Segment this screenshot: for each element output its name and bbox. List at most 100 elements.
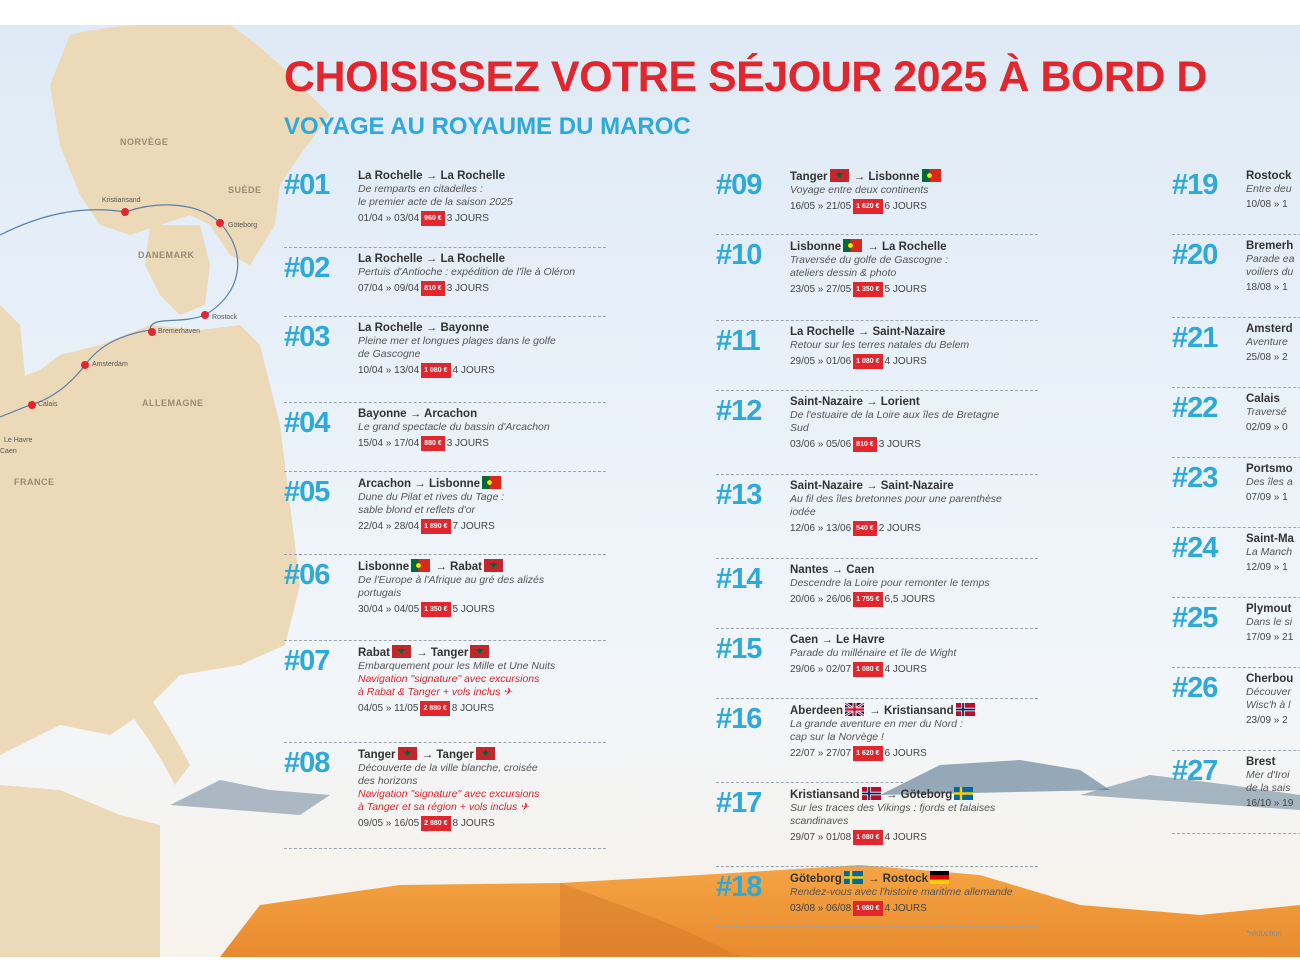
cruise-entry[interactable]: #19 Rostock Entre deu 10/08 » 1 [1172, 165, 1300, 235]
cruise-entry[interactable]: #12 Saint-Nazaire → Lorient De l'estuaire … [716, 391, 1038, 475]
cruise-entry[interactable]: #15 Caen → Le Havre Parade du millénaire e… [716, 629, 1038, 699]
arrow-right-icon: → [406, 408, 425, 420]
cruise-info: Tanger → Lisbonne Voyage entre deux conti… [790, 169, 1038, 214]
page-subtitle: VOYAGE AU ROYAUME DU MAROC [284, 113, 691, 140]
cruise-route: Aberdeen → Kristiansand [790, 703, 1038, 718]
cruise-info: La Rochelle → Bayonne Pleine mer et longu… [358, 321, 606, 378]
cruise-description: iodée [790, 506, 816, 518]
cruise-dates: 23/05 » 27/05 [790, 284, 852, 295]
germany-flag-icon [930, 871, 950, 884]
cruise-entry[interactable]: #13 Saint-Nazaire → Saint-Nazaire Au fil d… [716, 475, 1038, 559]
route-from: Brest [1246, 756, 1276, 768]
cruise-description: Au fil des îles bretonnes pour une paren… [790, 493, 1002, 505]
cruise-dates: 02/09 » 0 [1246, 422, 1288, 433]
cruise-entry[interactable]: #27 Brest Mer d'Iroi de la sais 16/10 » 19 [1172, 751, 1300, 834]
cruise-entry[interactable]: #03 La Rochelle → Bayonne Pleine mer et lo… [284, 317, 606, 403]
cruise-duration: 8 JOURS [452, 818, 495, 829]
cruise-number: #25 [1172, 602, 1218, 634]
cruise-entry[interactable]: #08 Tanger → Tanger Découverte de la ville… [284, 743, 606, 849]
arrow-right-icon: → [866, 705, 884, 717]
cruise-entry[interactable]: #26 Cherbou Découver Wisc'h à l 23/09 » 2 [1172, 668, 1300, 751]
cruise-description: Mer d'Iroi [1246, 769, 1290, 781]
cruise-entry[interactable]: #01 La Rochelle → La Rochelle De remparts … [284, 165, 606, 248]
cruise-entry[interactable]: #21 Amsterd Aventure 25/08 » 2 [1172, 318, 1300, 388]
cruise-route: Plymout [1246, 602, 1300, 616]
cruise-dates: 01/04 » 03/04 [358, 213, 420, 224]
cruise-description: Wisc'h à l [1246, 699, 1291, 711]
price-badge: 810 € [853, 437, 877, 452]
cruise-route: Saint-Ma [1246, 532, 1300, 546]
cruise-entry[interactable]: #16 Aberdeen → Kristiansand La grande aven… [716, 699, 1038, 783]
cruise-description: Traversé [1246, 406, 1287, 418]
cruise-description: Parade ea [1246, 253, 1295, 265]
arrow-right-icon: → [411, 478, 429, 490]
cruise-dates-row: 16/10 » 19 [1246, 797, 1300, 810]
uk-flag-icon [845, 703, 865, 716]
cruise-entry[interactable]: #17 Kristiansand → Göteborg Sur les traces… [716, 783, 1038, 867]
arrow-right-icon: → [422, 170, 441, 182]
cruise-dates-row: 02/09 » 0 [1246, 421, 1300, 434]
cruise-route: Rostock [1246, 169, 1300, 183]
cruise-dates: 10/08 » 1 [1246, 199, 1288, 210]
cruise-entry[interactable]: #04 Bayonne → Arcachon Le grand spectacle … [284, 403, 606, 472]
cruise-info: Cherbou Découver Wisc'h à l 23/09 » 2 [1246, 672, 1300, 727]
cruise-entry[interactable]: #05 Arcachon → Lisbonne Dune du Pilat et r… [284, 472, 606, 555]
cruise-signature-note: Navigation "signature" avec excursions [358, 788, 540, 800]
cruise-dates-row: 07/09 » 1 [1246, 491, 1300, 504]
cruise-entry[interactable]: #14 Nantes → Caen Descendre la Loire pour … [716, 559, 1038, 629]
cruise-description: La grande aventure en mer du Nord : [790, 718, 963, 730]
cruise-entry[interactable]: #22 Calais Traversé 02/09 » 0 [1172, 388, 1300, 458]
cruise-info: Portsmo Des îles a 07/09 » 1 [1246, 462, 1300, 504]
cruise-entry[interactable]: #09 Tanger → Lisbonne Voyage entre deux co… [716, 165, 1038, 235]
route-to: Tanger [430, 647, 469, 659]
cruise-entry[interactable]: #25 Plymout Dans le si 17/09 » 21 [1172, 598, 1300, 668]
cruise-dates-row: 12/06 » 13/06 540 €2 JOURS [790, 521, 1038, 536]
price-badge: 880 € [421, 436, 445, 451]
cruise-dates: 25/08 » 2 [1246, 352, 1288, 363]
route-from: Saint-Ma [1246, 533, 1294, 545]
cruise-dates-row: 03/08 » 06/08 1 080 €4 JOURS [790, 901, 1038, 916]
cruise-entry[interactable]: #11 La Rochelle → Saint-Nazaire Retour sur… [716, 321, 1038, 391]
cruise-dates: 20/06 » 26/06 [790, 594, 852, 605]
portugal-flag-icon [411, 559, 431, 572]
cruise-entry[interactable]: #24 Saint-Ma La Manch 12/09 » 1 [1172, 528, 1300, 598]
arrow-right-icon: → [422, 322, 441, 334]
cruise-entry[interactable]: #20 Bremerh Parade ea voiliers du 18/08 » 1 [1172, 235, 1300, 318]
footnote: *réduction [1246, 929, 1283, 938]
cruise-number: #11 [716, 325, 761, 357]
cruise-description: Pleine mer et longues plages dans le gol… [358, 335, 556, 347]
city-goteborg: Göteborg [228, 222, 258, 229]
cruise-entry[interactable]: #18 Göteborg → Rostock Rendez-vous avec l'… [716, 867, 1038, 927]
cruise-entry[interactable]: #07 Rabat → Tanger Embarquement pour les M… [284, 641, 606, 743]
arrow-right-icon: → [862, 396, 881, 408]
sweden-flag-icon [954, 787, 974, 800]
cruise-description: Découverte de la ville blanche, croisée [358, 762, 538, 774]
cruise-entry[interactable]: #10 Lisbonne → La Rochelle Traversée du go… [716, 235, 1038, 321]
cruise-info: Brest Mer d'Iroi de la sais 16/10 » 19 [1246, 755, 1300, 810]
cruise-dates-row: 29/06 » 02/07 1 080 €4 JOURS [790, 662, 1038, 677]
cruise-route: Kristiansand → Göteborg [790, 787, 1038, 802]
cruise-entry[interactable]: #06 Lisbonne → Rabat De l'Europe à l'Afriq… [284, 555, 606, 641]
cruise-duration: 6 JOURS [884, 748, 927, 759]
cruise-duration: 4 JOURS [452, 365, 495, 376]
route-from: Amsterd [1246, 323, 1293, 335]
cruise-duration: 5 JOURS [884, 284, 927, 295]
route-from: Plymout [1246, 603, 1292, 615]
cruise-duration: 3 JOURS [446, 213, 489, 224]
cruise-dates-row: 15/04 » 17/04 880 €3 JOURS [358, 436, 606, 451]
cruise-dates: 29/06 » 02/07 [790, 664, 852, 675]
route-from: Kristiansand [790, 789, 860, 801]
cruise-number: #18 [716, 871, 762, 903]
cruise-number: #15 [716, 633, 762, 665]
cruise-dates: 22/07 » 27/07 [790, 748, 852, 759]
cruise-info: Aberdeen → Kristiansand La grande aventur… [790, 703, 1038, 761]
cruise-entry[interactable]: #23 Portsmo Des îles a 07/09 » 1 [1172, 458, 1300, 528]
cruise-number: #21 [1172, 322, 1218, 354]
portugal-flag-icon [843, 239, 863, 252]
cruise-entry[interactable]: #02 La Rochelle → La Rochelle Pertuis d'An… [284, 248, 606, 317]
cruise-route: Lisbonne → La Rochelle [790, 239, 1038, 254]
arrow-right-icon: → [882, 789, 901, 801]
city-rostock: Rostock [212, 314, 238, 321]
cruise-info: Lisbonne → Rabat De l'Europe à l'Afrique … [358, 559, 606, 617]
morocco-flag-icon [475, 747, 495, 760]
